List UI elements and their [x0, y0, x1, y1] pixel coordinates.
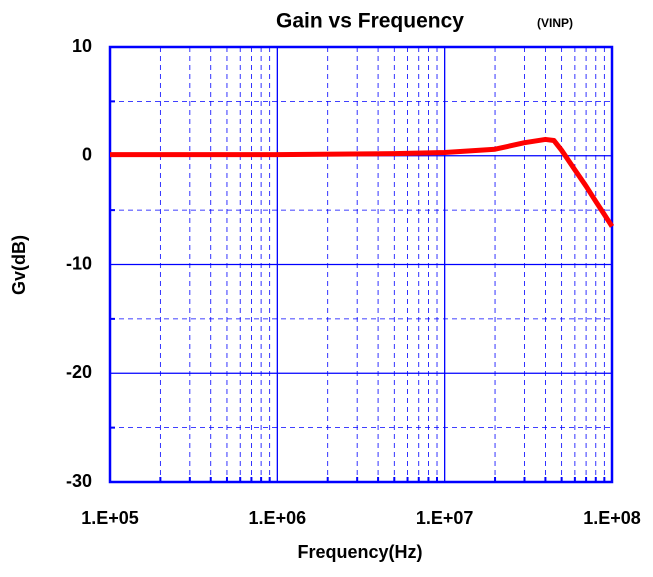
chart-title: Gain vs Frequency — [276, 10, 464, 33]
x-tick-label: 1.E+06 — [249, 508, 307, 528]
y-tick-label: 0 — [82, 145, 92, 165]
x-tick-label: 1.E+07 — [416, 508, 474, 528]
y-axis-label: Gv(dB) — [9, 235, 29, 295]
y-tick-label: 10 — [72, 36, 92, 56]
x-tick-label: 1.E+08 — [583, 508, 641, 528]
plot-frame — [108, 45, 614, 484]
x-axis-label: Frequency(Hz) — [297, 542, 422, 562]
y-tick-label: -10 — [66, 253, 92, 273]
data-line — [110, 136, 615, 228]
y-tick-label: -30 — [66, 471, 92, 491]
chart-subtitle: (VINP) — [537, 16, 573, 30]
x-tick-label: 1.E+05 — [81, 508, 139, 528]
y-tick-label: -20 — [66, 362, 92, 382]
